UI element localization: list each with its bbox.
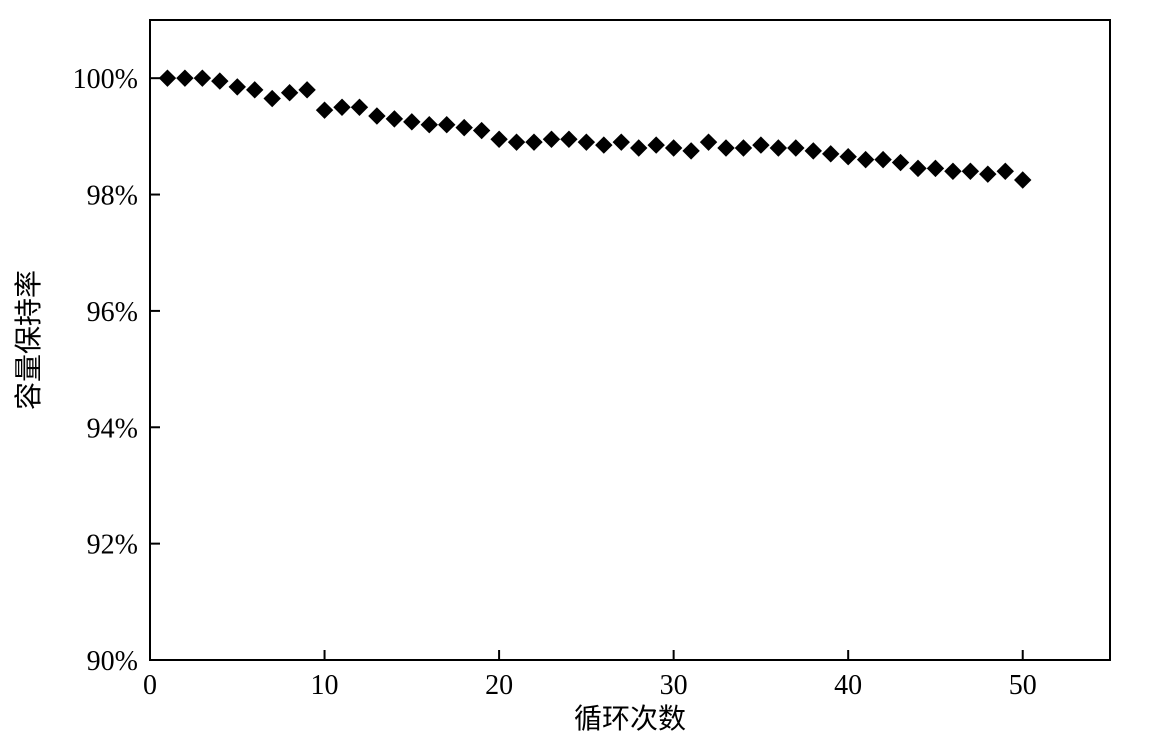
x-tick-label: 30 (660, 670, 688, 701)
chart-background (0, 0, 1152, 752)
y-tick-label: 90% (87, 646, 138, 677)
x-tick-label: 50 (1009, 670, 1037, 701)
x-tick-label: 0 (143, 670, 157, 701)
x-tick-label: 10 (311, 670, 339, 701)
chart-container: 0 10 20 30 40 50 90% 92% 94% 96% 98% 100% 循环次数 容量保持率 (0, 0, 1152, 752)
y-tick-label: 92% (87, 530, 138, 561)
chart-svg: 0 10 20 30 40 50 90% 92% 94% 96% 98% 100% 循环次数 容量保持率 (0, 0, 1152, 752)
y-tick-label: 96% (87, 297, 138, 328)
x-tick-label: 20 (485, 670, 513, 701)
y-tick-label: 98% (87, 181, 138, 212)
y-axis-label: 容量保持率 (13, 270, 45, 410)
x-axis-label: 循环次数 (574, 703, 686, 735)
y-tick-label: 94% (87, 413, 138, 444)
x-tick-label: 40 (834, 670, 862, 701)
y-tick-label: 100% (73, 64, 138, 95)
